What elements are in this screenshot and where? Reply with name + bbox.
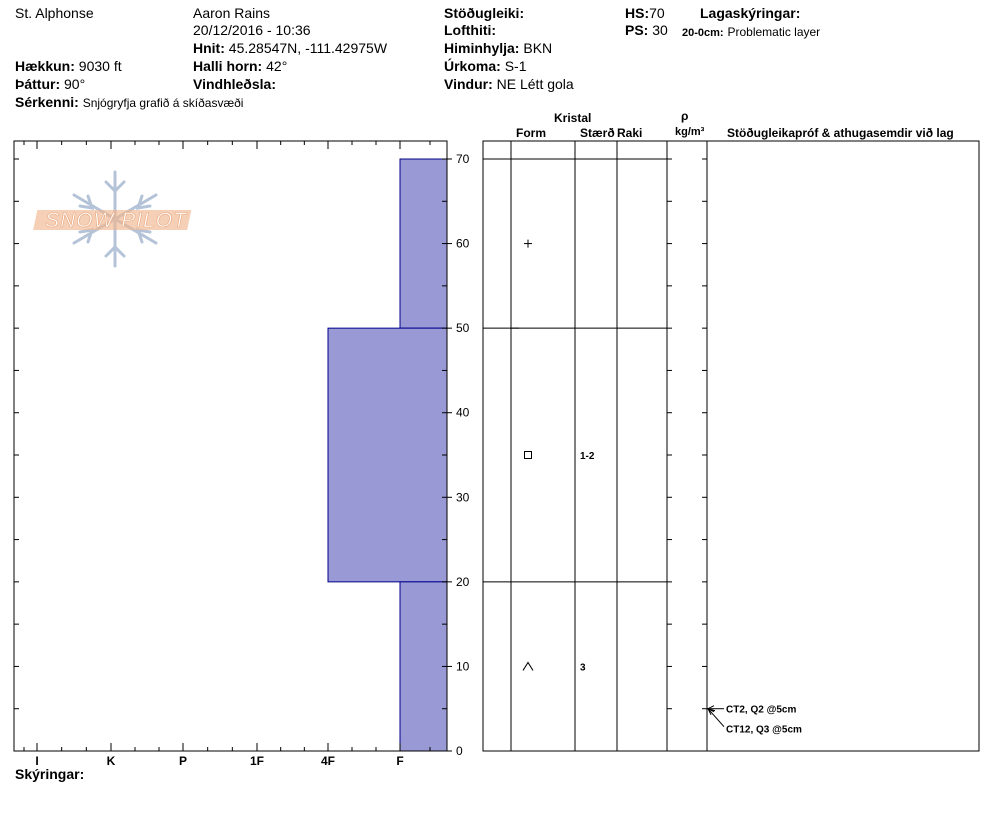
y-tick-label: 70 [456, 152, 470, 166]
elevation-row: Hækkun: 9030 ft [15, 58, 122, 75]
location: St. Alphonse [15, 5, 94, 21]
hardness-bar [399, 581, 448, 752]
square-icon [524, 451, 532, 460]
himinhylja-label: Himinhylja: [444, 40, 520, 56]
logo-text: SNOW PILOT [45, 209, 188, 232]
col-density-unit: kg/m³ [675, 126, 705, 138]
crystal-table: 1-2 3 CT2, Q2 @5cm CT12, Q3 @5cm [482, 140, 980, 752]
table-frame [482, 140, 980, 752]
hardness-bar [399, 158, 448, 329]
hs-row: HS:70 [625, 5, 665, 22]
precip-row: Úrkoma: S-1 [444, 58, 526, 75]
logo-banner [33, 210, 192, 230]
y-tick-label: 60 [456, 237, 470, 251]
x-tick-label: F [396, 754, 403, 768]
y-tick-label: 0 [456, 744, 463, 758]
hs-value: 70 [649, 5, 665, 21]
chart-frame [13, 140, 448, 752]
ps-row: PS: 30 [625, 22, 668, 39]
grain-form-icon [524, 451, 532, 460]
grain-size-label: 3 [580, 662, 586, 673]
y-tick-label: 10 [456, 659, 470, 673]
x-tick-label: P [179, 754, 187, 768]
ps-value: 30 [652, 22, 668, 38]
y-tick-label: 50 [456, 321, 470, 335]
wind-loading-label: Vindhleðsla: [193, 76, 276, 92]
x-tick-label: K [107, 754, 116, 768]
himinhylja-value: BKN [523, 40, 553, 56]
layer-note-row: 20-0cm: Problematic layer [682, 23, 820, 42]
thattur-value: 90° [64, 76, 86, 92]
hallihorn-label: Halli horn: [193, 58, 263, 74]
grain-form-icon [524, 239, 532, 248]
snowpilot-logo: SNOW PILOT [33, 170, 192, 268]
haekkun-label: Hækkun: [15, 58, 75, 74]
y-tick-label: 20 [456, 575, 470, 589]
hs-label: HS: [625, 5, 650, 21]
stability-test-label: CT2, Q2 @5cm [726, 705, 796, 716]
test-arrow-line [707, 708, 725, 728]
stability-test-label: CT12, Q3 @5cm [726, 725, 802, 736]
serkenni-value: Snjógryfja grafið á skíðasvæði [82, 96, 244, 110]
arrow-head-icon [707, 707, 716, 715]
comments-label: Skýringar: [15, 766, 85, 782]
hardness-bar [327, 327, 448, 583]
hnit-value: 45.28547N, -111.42975W [228, 40, 388, 56]
col-form: Form [516, 126, 546, 140]
x-tick-label: 4F [321, 754, 335, 768]
x-tick-label: I [35, 754, 38, 768]
slope-angle-row: Halli horn: 42° [193, 58, 287, 75]
urkoma-label: Úrkoma: [444, 58, 501, 74]
vindur-label: Vindur: [444, 76, 493, 92]
x-tick-label: 1F [250, 754, 264, 768]
layer-notes-label: Lagaskýringar: [700, 5, 801, 21]
aspect-row: Þáttur: 90° [15, 76, 85, 93]
stability-label: Stöðugleiki: [444, 5, 525, 21]
sky-cover-row: Himinhylja: BKN [444, 40, 552, 57]
col-staerd: Stærð [580, 126, 615, 140]
vindur-value: NE Létt gola [496, 76, 574, 92]
thattur-label: Þáttur: [15, 76, 61, 92]
grain-size-label: 1-2 [580, 451, 595, 462]
col-rho: ρ [681, 109, 689, 123]
air-temp-label: Lofthiti: [444, 22, 497, 38]
y-tick-label: 40 [456, 406, 470, 420]
wind-row: Vindur: NE Létt gola [444, 76, 574, 93]
caret-icon [522, 661, 534, 671]
layer-note-text: Problematic layer [727, 25, 821, 39]
layer-note-depth: 20-0cm: [682, 27, 724, 39]
col-stability: Stöðugleikapróf & athugasemdir við lag [727, 126, 954, 140]
hardness-chart: 0 10 20 30 40 50 60 70 I K P 1F 4F F [13, 140, 470, 768]
datetime: 20/12/2016 - 10:36 [193, 22, 311, 38]
grain-form-icon [522, 661, 534, 671]
coordinates-row: Hnit: 45.28547N, -111.42975W [193, 40, 387, 57]
col-kristal: Kristal [554, 111, 592, 125]
hallihorn-value: 42° [266, 58, 288, 74]
ps-label: PS: [625, 22, 649, 38]
haekkun-value: 9030 ft [78, 58, 122, 74]
col-raki: Raki [617, 126, 643, 140]
urkoma-value: S-1 [504, 58, 527, 74]
hnit-label: Hnit: [193, 40, 225, 56]
serkenni-label: Sérkenni: [15, 94, 79, 110]
y-tick-label: 30 [456, 490, 470, 504]
observer: Aaron Rains [193, 5, 271, 21]
features-row: Sérkenni: Snjógryfja grafið á skíðasvæði [15, 94, 243, 112]
